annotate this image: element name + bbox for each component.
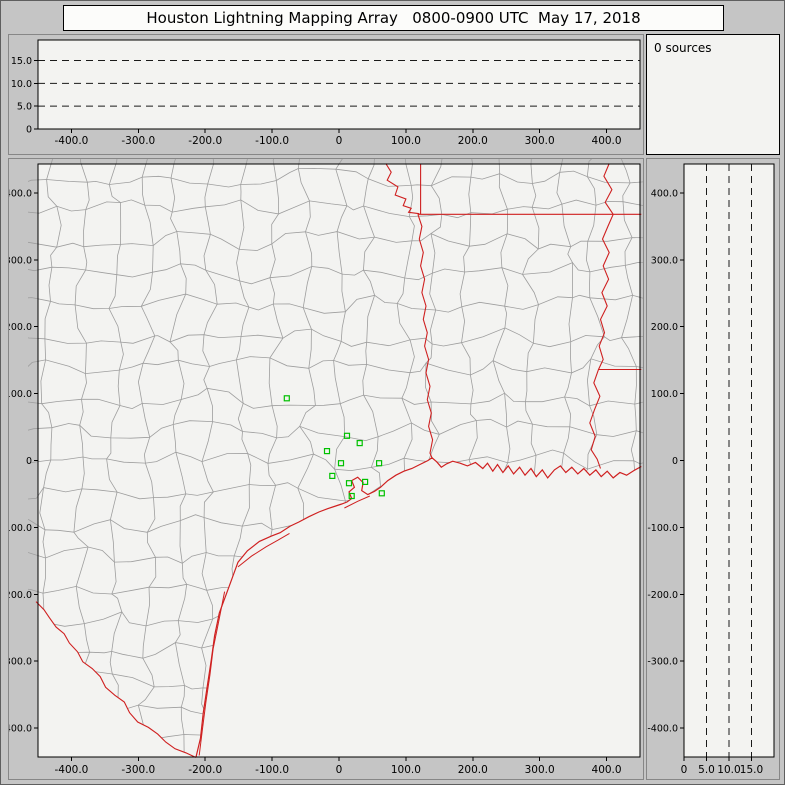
- ns-y-tick-label: -300.0: [647, 657, 678, 668]
- station-marker: [376, 460, 383, 467]
- map-axes: -400.0 -300.0 -200.0 -100.0 0 100.0 200.0 300.0…: [9, 188, 622, 776]
- ew-x-tick-label: 100.0: [391, 135, 421, 147]
- ew-x-tick-label: 200.0: [458, 135, 488, 147]
- station-marker: [329, 472, 336, 479]
- ns-alt-axes: 0 5.0 10.0 15.0 400.0 300.0 200.0 100.0 0 -100.0 -…: [647, 188, 763, 776]
- ns-altitude-panel: 0 5.0 10.0 15.0 400.0 300.0 200.0 100.0 0 -100.0 -…: [646, 158, 780, 780]
- map-x-tick-label: -200.0: [188, 764, 222, 776]
- map-x-tick-label: -100.0: [255, 764, 289, 776]
- window-title: Houston Lightning Mapping Array 0800-090…: [63, 5, 724, 31]
- sources-count: 0 sources: [654, 41, 712, 55]
- station-marker: [343, 432, 351, 439]
- mississippi-river: [589, 163, 614, 469]
- ew-y-tick-label: 15.0: [11, 56, 32, 67]
- ns-x-tick-label: 0: [681, 764, 688, 776]
- map-x-tick-label: -300.0: [121, 764, 155, 776]
- ns-altitude-plot: 0 5.0 10.0 15.0 400.0 300.0 200.0 100.0 0 -100.0 -…: [647, 163, 775, 776]
- station-marker: [348, 492, 355, 500]
- ns-x-tick-label: 15.0: [740, 764, 763, 776]
- map-x-tick-label: 400.0: [592, 764, 622, 776]
- ns-y-tick-label: 0: [672, 456, 678, 467]
- ew-alt-plot-area[interactable]: [38, 40, 640, 129]
- ew-altitude-panel: -400.0 -300.0 -200.0 -100.0 0 100.0 200.0 300.0…: [8, 34, 644, 155]
- map-x-tick-label: 300.0: [525, 764, 555, 776]
- ew-x-tick-label: 400.0: [592, 135, 622, 147]
- ew-x-tick-label: 0: [336, 135, 343, 147]
- rio-grande-river: [35, 601, 197, 758]
- station-marker: [337, 460, 345, 467]
- ns-x-tick-label: 5.0: [698, 764, 715, 776]
- map-y-tick-label: 300.0: [9, 255, 32, 266]
- ew-alt-axes: -400.0 -300.0 -200.0 -100.0 0 100.0 200.0 300.0…: [11, 56, 622, 147]
- coastline: [195, 457, 642, 758]
- altitude-gridlines: [38, 60, 640, 107]
- map-y-tick-label: 0: [26, 456, 32, 467]
- tx-la-sabine-border: [417, 214, 434, 459]
- ew-x-tick-label: -400.0: [55, 135, 89, 147]
- ns-y-tick-label: 100.0: [651, 389, 678, 400]
- red-river-tx-ok: [385, 163, 420, 215]
- ns-y-tick-label: 400.0: [651, 188, 678, 199]
- map-x-tick-label: 100.0: [391, 764, 421, 776]
- ns-y-tick-label: 200.0: [651, 322, 678, 333]
- map-y-tick-label: 200.0: [9, 322, 32, 333]
- map-x-tick-label: -400.0: [55, 764, 89, 776]
- map-y-tick-label: 400.0: [9, 188, 32, 199]
- altitude-gridlines: [706, 164, 752, 757]
- ew-x-tick-label: -200.0: [188, 135, 222, 147]
- barrier-islands: [198, 495, 371, 756]
- station-marker: [362, 478, 369, 485]
- ns-x-tick-label: 10.0: [717, 764, 740, 776]
- station-marker: [356, 440, 363, 447]
- map-x-tick-label: 200.0: [458, 764, 488, 776]
- sources-panel: 0 sources: [646, 34, 780, 155]
- plan-view-panel: -400.0 -300.0 -200.0 -100.0 0 100.0 200.0 300.0…: [8, 158, 644, 780]
- plan-view-map: -400.0 -300.0 -200.0 -100.0 0 100.0 200.0 300.0…: [9, 159, 643, 776]
- station-marker: [283, 395, 290, 402]
- ns-y-tick-label: -400.0: [647, 724, 678, 735]
- ew-y-tick-label: 0: [26, 125, 32, 136]
- ew-altitude-plot: -400.0 -300.0 -200.0 -100.0 0 100.0 200.0 300.0…: [11, 39, 641, 147]
- ns-y-tick-label: -100.0: [647, 523, 678, 534]
- station-marker: [345, 480, 353, 487]
- station-marker: [323, 448, 331, 455]
- station-marker: [378, 490, 385, 497]
- ew-x-tick-label: -100.0: [255, 135, 289, 147]
- ew-x-tick-label: -300.0: [121, 135, 155, 147]
- ns-y-tick-label: -200.0: [647, 590, 678, 601]
- map-y-tick-label: 100.0: [9, 389, 32, 400]
- state-borders: [35, 163, 642, 758]
- map-x-tick-label: 0: [336, 764, 343, 776]
- ew-x-tick-label: 300.0: [525, 135, 555, 147]
- lma-stations: [283, 395, 385, 500]
- map-y-tick-label: -400.0: [9, 724, 32, 735]
- ns-y-tick-label: 300.0: [651, 255, 678, 266]
- map-y-tick-label: -200.0: [9, 590, 32, 601]
- map-y-tick-label: -100.0: [9, 523, 32, 534]
- map-y-tick-label: -300.0: [9, 657, 32, 668]
- ew-y-tick-label: 10.0: [11, 79, 32, 90]
- ew-y-tick-label: 5.0: [17, 102, 32, 113]
